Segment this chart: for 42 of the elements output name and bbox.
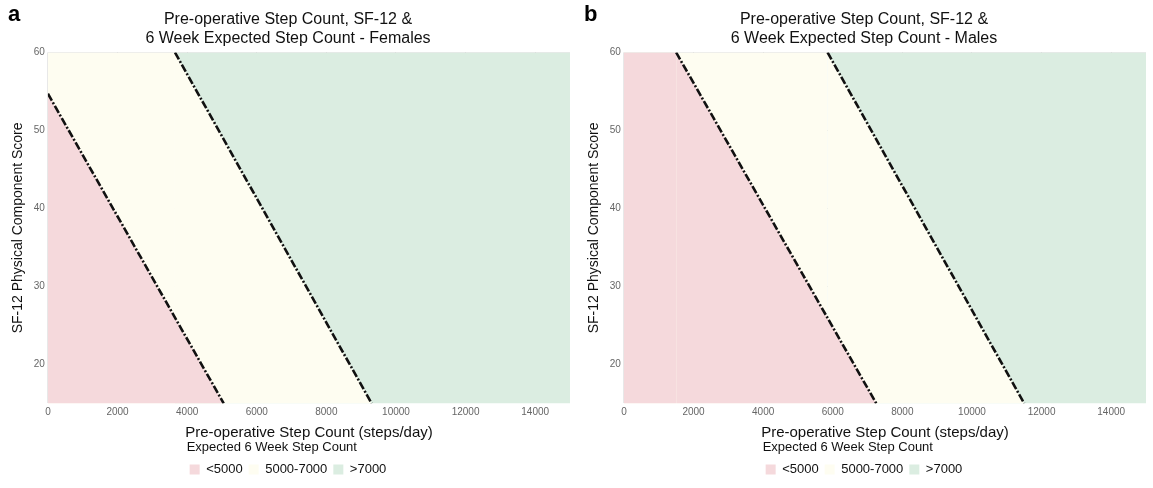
y-axis-title: SF-12 Physical Component Score: [9, 122, 26, 334]
legend-label: 5000-7000: [265, 461, 328, 477]
x-tick-label: 14000: [521, 406, 550, 418]
y-tick-label: 50: [609, 124, 622, 136]
x-tick-label: 14000: [1097, 406, 1126, 418]
y-tick-label: 30: [33, 280, 46, 292]
y-axis-title: SF-12 Physical Component Score: [585, 122, 602, 334]
legend-label: 5000-7000: [841, 461, 904, 477]
x-tick-label: 6000: [821, 406, 845, 418]
x-tick-label: 8000: [891, 406, 914, 418]
x-tick-label: 12000: [1027, 406, 1056, 418]
text: b: [584, 1, 598, 27]
legend-label: >7000: [349, 461, 387, 477]
chart-title: Pre-operative Step Count, SF-12 & 6 Week Expected Step Count - Males: [730, 10, 998, 47]
x-tick-label: 2000: [106, 406, 130, 418]
x-tick-label: 8000: [315, 406, 338, 418]
x-tick-label: 0: [621, 406, 628, 418]
legend-label: <5000: [782, 461, 819, 477]
legend-title: Expected 6 Week Step Count: [186, 439, 358, 455]
x-tick-label: 10000: [958, 406, 987, 418]
legend-label: <5000: [206, 461, 243, 477]
chart-title: Pre-operative Step Count, SF-12 & 6 Week Expected Step Count - Females: [145, 10, 431, 47]
x-tick-label: 12000: [451, 406, 480, 418]
y-tick-label: 20: [33, 358, 46, 370]
y-tick-label: 60: [609, 46, 622, 58]
y-tick-label: 40: [609, 202, 622, 214]
y-tick-label: 50: [33, 124, 46, 136]
x-tick-label: 10000: [382, 406, 411, 418]
x-axis-title: Pre-operative Step Count (steps/day): [761, 422, 1009, 440]
x-tick-label: 2000: [682, 406, 706, 418]
text: a: [8, 1, 21, 27]
x-axis-title: Pre-operative Step Count (steps/day): [185, 422, 433, 440]
x-tick-label: 6000: [245, 406, 269, 418]
y-tick-label: 30: [609, 280, 622, 292]
legend-label: >7000: [925, 461, 963, 477]
y-tick-label: 60: [33, 46, 46, 58]
y-tick-label: 20: [609, 358, 622, 370]
x-tick-label: 4000: [176, 406, 199, 418]
x-tick-label: 4000: [752, 406, 775, 418]
y-tick-label: 40: [33, 202, 46, 214]
x-tick-label: 0: [45, 406, 52, 418]
legend-title: Expected 6 Week Step Count: [762, 439, 934, 455]
